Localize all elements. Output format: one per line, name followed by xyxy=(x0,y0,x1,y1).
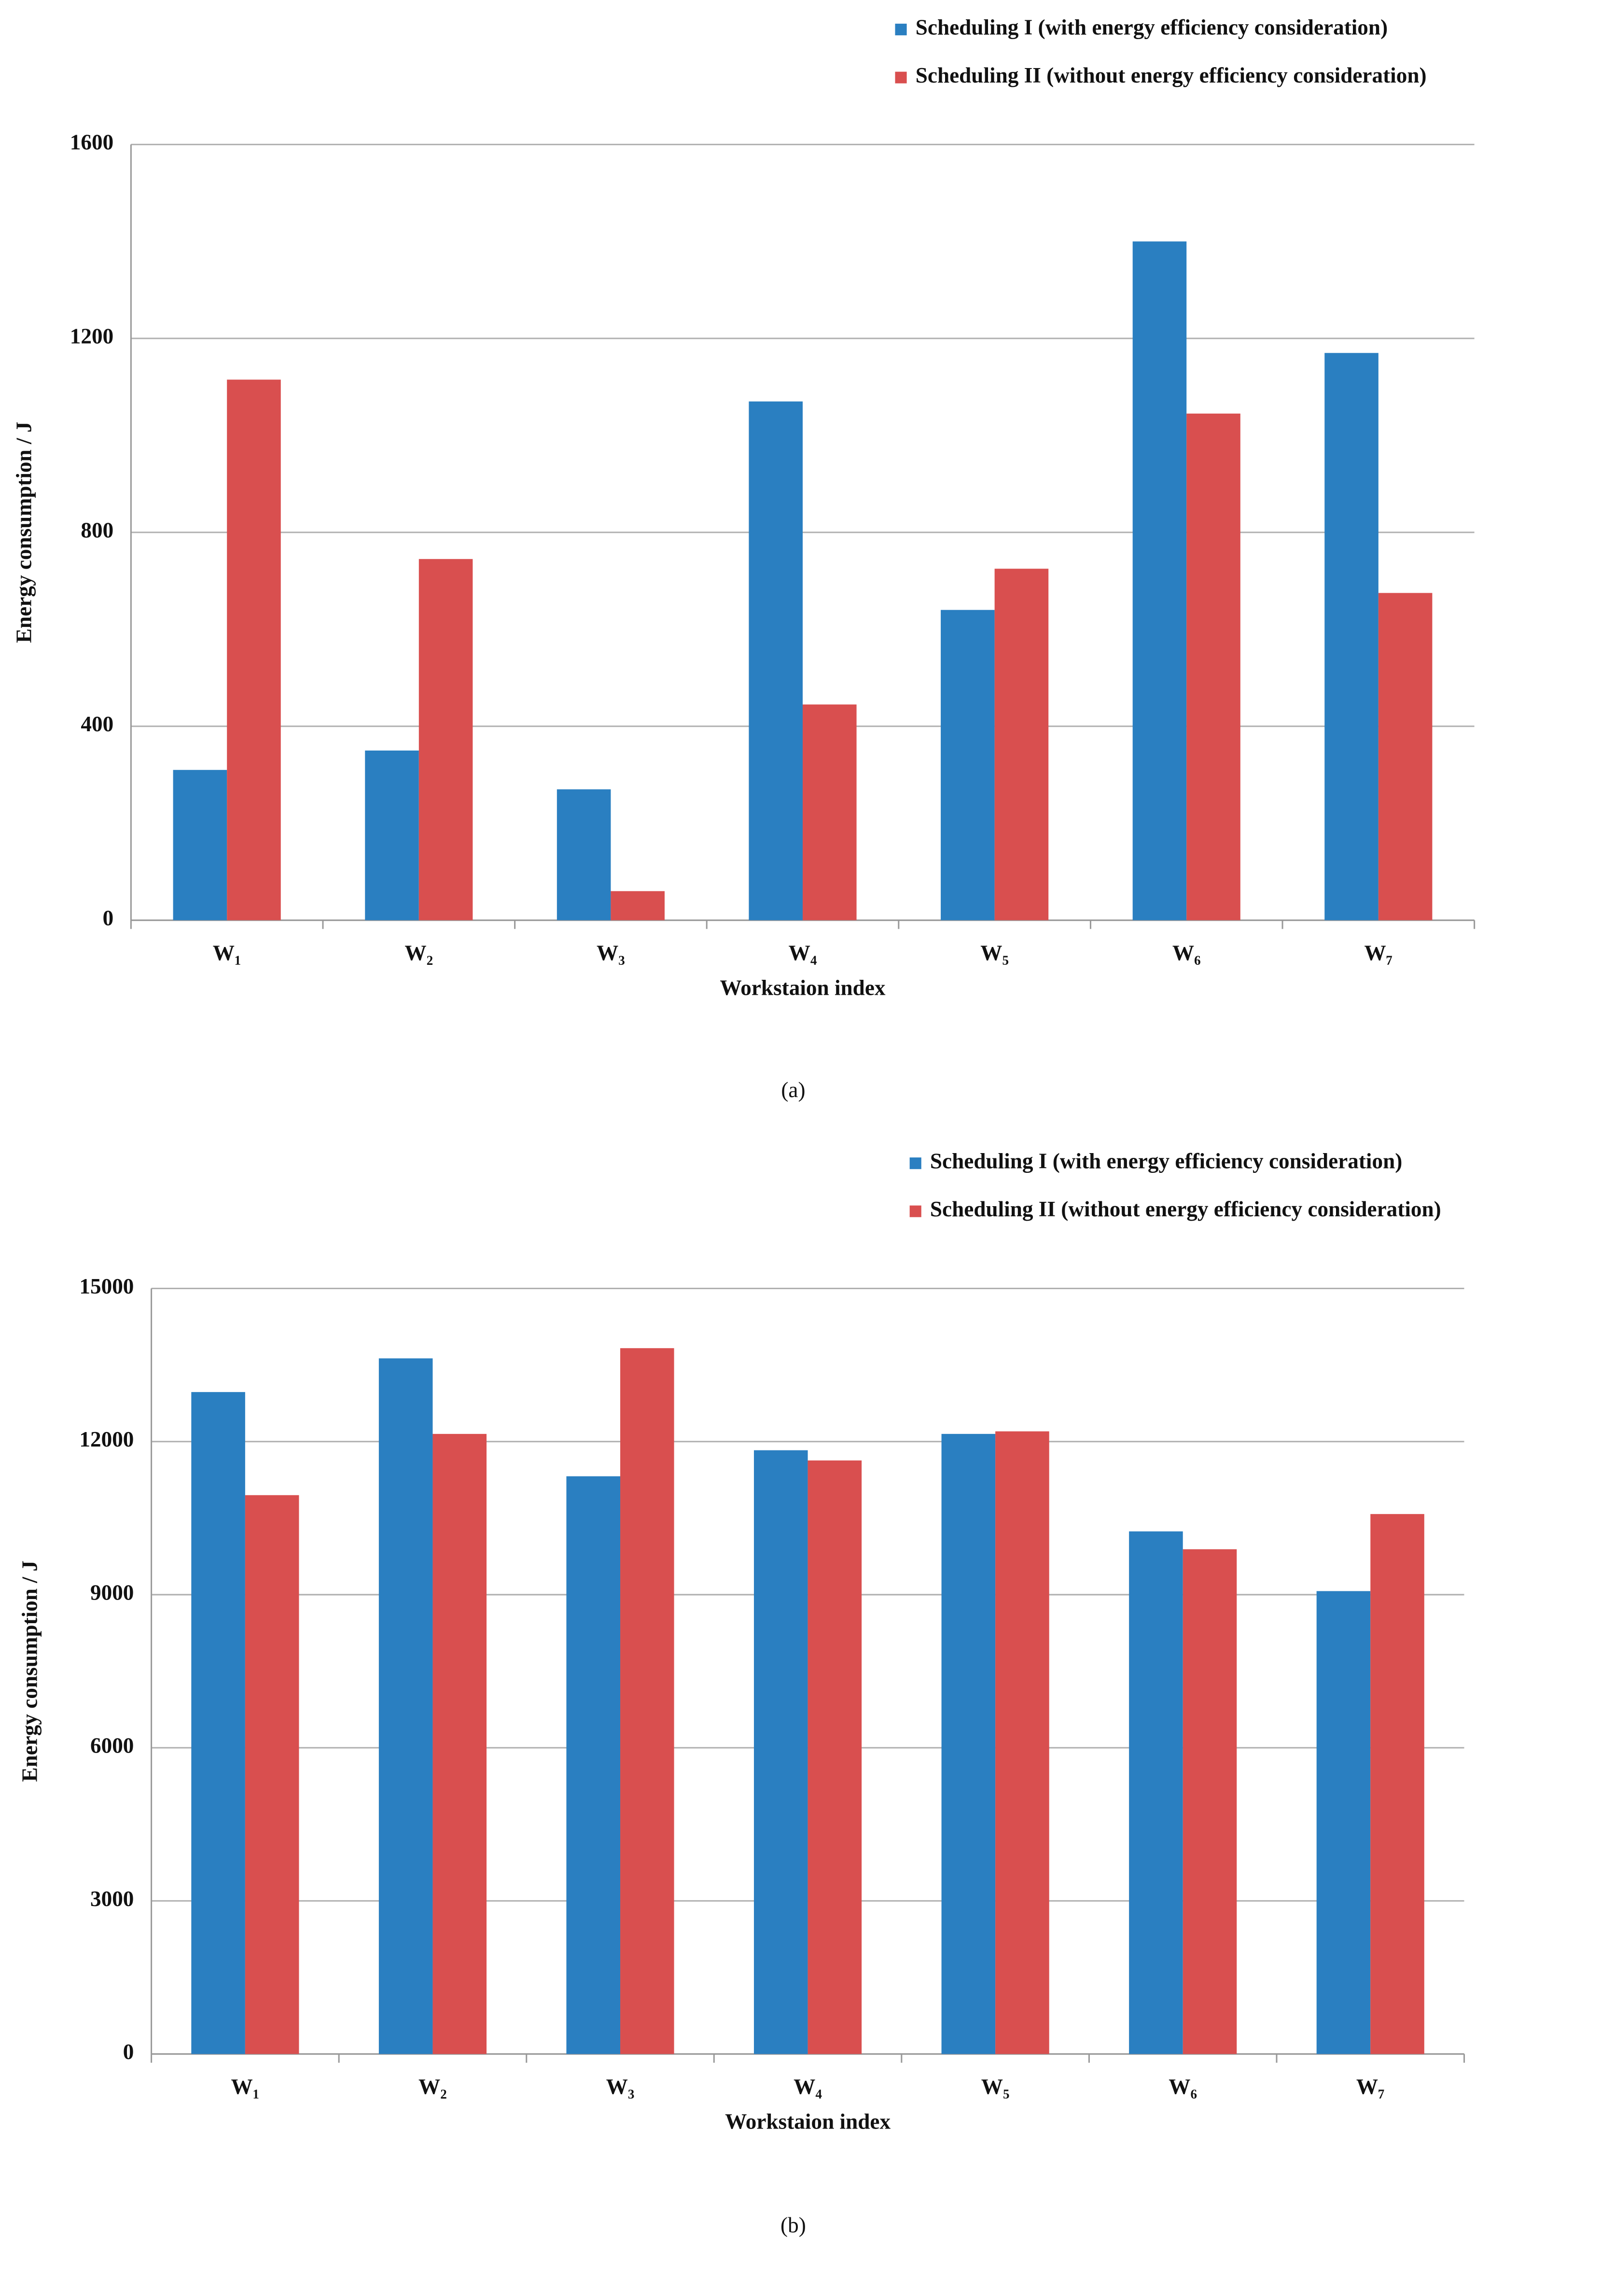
x-tick-label: W₃ xyxy=(606,2074,635,2099)
y-tick-label: 800 xyxy=(81,518,113,542)
bar xyxy=(1370,1514,1424,2054)
x-tick-label: W₆ xyxy=(1169,2074,1197,2099)
x-axis-label: Workstaion index xyxy=(720,976,886,1000)
bar xyxy=(995,1431,1049,2054)
bar xyxy=(1186,413,1240,920)
bar xyxy=(432,1433,487,2054)
legend-label: Scheduling I (with energy efficiency con… xyxy=(930,1149,1402,1173)
y-tick-label: 15000 xyxy=(79,1274,134,1298)
bar xyxy=(803,704,857,920)
y-tick-label: 400 xyxy=(81,712,113,736)
bar xyxy=(566,1476,621,2054)
bar xyxy=(245,1495,299,2054)
bar xyxy=(557,789,611,920)
y-tick-label: 3000 xyxy=(90,1887,134,1911)
caption: (b) xyxy=(780,2213,806,2237)
bar xyxy=(1132,241,1187,920)
y-tick-label: 12000 xyxy=(79,1427,134,1451)
bar xyxy=(191,1392,245,2054)
legend-label: Scheduling I (with energy efficiency con… xyxy=(916,15,1388,39)
y-tick-label: 0 xyxy=(123,2040,134,2064)
bar xyxy=(1183,1549,1237,2054)
x-tick-label: W₅ xyxy=(981,2074,1010,2099)
x-tick-label: W₄ xyxy=(794,2074,822,2099)
x-tick-label: W₁ xyxy=(231,2074,259,2099)
bar xyxy=(365,750,419,920)
y-tick-label: 6000 xyxy=(90,1734,134,1758)
legend-swatch xyxy=(909,1157,921,1169)
bar xyxy=(227,379,281,920)
x-tick-label: W₇ xyxy=(1356,2074,1385,2099)
bar xyxy=(1378,593,1433,920)
bar xyxy=(941,610,995,920)
y-tick-label: 9000 xyxy=(90,1580,134,1604)
x-tick-label: W₄ xyxy=(789,941,817,965)
bar xyxy=(620,1348,674,2054)
bar xyxy=(611,891,665,920)
bar xyxy=(807,1460,862,2054)
x-tick-label: W₂ xyxy=(418,2074,447,2099)
y-axis-label: Energy consumption / J xyxy=(12,422,36,643)
bar xyxy=(941,1433,996,2054)
bar xyxy=(1129,1531,1183,2054)
bar xyxy=(749,401,803,920)
x-axis-label: Workstaion index xyxy=(725,2110,891,2134)
bar xyxy=(418,559,473,920)
y-tick-label: 1200 xyxy=(70,324,113,348)
x-tick-label: W₁ xyxy=(213,941,241,965)
bar xyxy=(173,770,227,920)
caption: (a) xyxy=(781,1078,805,1102)
legend-swatch xyxy=(895,24,907,36)
bar xyxy=(378,1358,433,2054)
y-tick-label: 0 xyxy=(103,906,114,930)
x-tick-label: W₃ xyxy=(597,941,625,965)
x-tick-label: W₆ xyxy=(1172,941,1201,965)
y-tick-label: 1600 xyxy=(70,130,113,154)
legend-label: Scheduling II (without energy efficiency… xyxy=(916,63,1427,87)
x-tick-label: W₂ xyxy=(404,941,433,965)
legend-label: Scheduling II (without energy efficiency… xyxy=(930,1197,1441,1221)
bar xyxy=(1316,1591,1371,2054)
x-tick-label: W₇ xyxy=(1364,941,1392,965)
legend-swatch xyxy=(895,71,907,83)
x-tick-label: W₅ xyxy=(980,941,1009,965)
y-axis-label: Energy consumption / J xyxy=(18,1560,42,1782)
bar xyxy=(754,1450,808,2054)
bar xyxy=(1324,353,1378,920)
legend-swatch xyxy=(909,1205,921,1217)
bar xyxy=(994,569,1049,920)
